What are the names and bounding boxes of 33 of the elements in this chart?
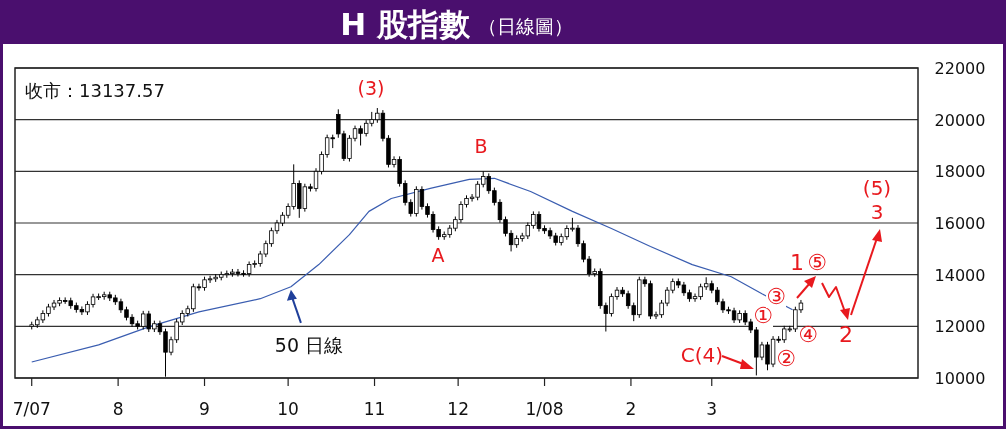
x-tick-label: 7/07 (12, 399, 51, 419)
y-tick-label: 14000 (934, 265, 986, 285)
annotation: ① (753, 303, 773, 328)
y-tick-label: 16000 (934, 214, 986, 233)
chart-title: H 股指數 (340, 6, 471, 42)
annotation: ④ (798, 322, 818, 347)
y-tick-label: 22000 (934, 59, 986, 78)
x-tick-label: 8 (112, 399, 124, 419)
annotation: 收市：13137.57 (25, 80, 165, 101)
y-tick-label: 18000 (934, 162, 986, 182)
x-tick-label: 11 (363, 399, 386, 419)
x-tick-label: 2 (625, 399, 637, 419)
x-tick-label: 1/08 (525, 399, 564, 419)
annotation: ③ (766, 284, 786, 309)
x-tick-label: 9 (199, 399, 210, 419)
annotation: (5) (862, 176, 892, 200)
y-tick-label: 10000 (934, 369, 986, 388)
y-tick-label: 20000 (934, 110, 986, 130)
annotation: 1 (790, 250, 804, 275)
annotation: (3) (357, 77, 385, 99)
annotation: ⑤ (807, 250, 827, 275)
annotation: C(4) (680, 343, 724, 367)
x-tick-label: 3 (706, 399, 718, 419)
y-tick-label: 12000 (934, 317, 986, 337)
annotation: 2 (839, 322, 853, 347)
annotation: ② (776, 346, 796, 371)
text: 50 日線 (274, 333, 344, 356)
annotation: A (431, 244, 445, 266)
x-tick-label: 10 (277, 399, 299, 419)
annotation: B (474, 135, 488, 157)
chart-subtitle: （日線圖） (478, 15, 573, 37)
annotation: 3 (870, 200, 884, 224)
x-tick-label: 12 (447, 399, 469, 419)
